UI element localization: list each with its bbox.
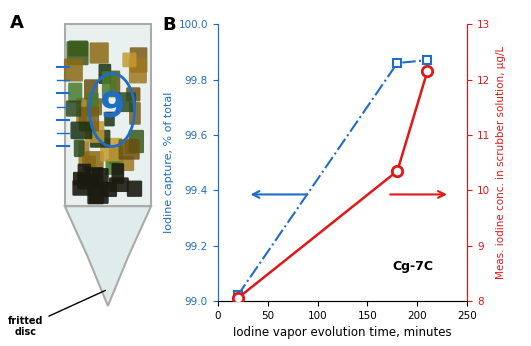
FancyBboxPatch shape <box>100 182 117 197</box>
FancyBboxPatch shape <box>100 138 122 162</box>
FancyBboxPatch shape <box>85 151 104 170</box>
FancyBboxPatch shape <box>87 186 104 204</box>
FancyBboxPatch shape <box>89 182 109 204</box>
FancyBboxPatch shape <box>102 71 117 97</box>
FancyBboxPatch shape <box>90 42 109 64</box>
FancyBboxPatch shape <box>119 156 134 171</box>
Text: 9: 9 <box>99 90 125 124</box>
FancyBboxPatch shape <box>127 181 142 197</box>
FancyBboxPatch shape <box>66 41 89 65</box>
Y-axis label: Iodine capture, % of total: Iodine capture, % of total <box>164 92 174 233</box>
FancyBboxPatch shape <box>122 53 136 67</box>
FancyBboxPatch shape <box>130 47 148 73</box>
FancyBboxPatch shape <box>82 156 96 171</box>
FancyBboxPatch shape <box>125 138 138 154</box>
FancyBboxPatch shape <box>90 130 110 148</box>
FancyBboxPatch shape <box>87 92 99 117</box>
Polygon shape <box>65 206 151 306</box>
Text: A: A <box>10 13 23 31</box>
FancyBboxPatch shape <box>65 24 151 206</box>
FancyBboxPatch shape <box>99 64 111 84</box>
FancyBboxPatch shape <box>109 177 129 192</box>
FancyBboxPatch shape <box>110 71 120 97</box>
FancyBboxPatch shape <box>104 112 115 126</box>
FancyBboxPatch shape <box>74 139 84 157</box>
FancyBboxPatch shape <box>79 107 99 131</box>
FancyBboxPatch shape <box>79 141 89 166</box>
Text: B: B <box>163 16 176 34</box>
FancyBboxPatch shape <box>78 174 98 190</box>
Text: fritted
disc: fritted disc <box>8 290 105 337</box>
FancyBboxPatch shape <box>71 121 92 139</box>
FancyBboxPatch shape <box>84 167 104 186</box>
FancyBboxPatch shape <box>129 102 141 125</box>
FancyBboxPatch shape <box>64 58 83 82</box>
FancyBboxPatch shape <box>73 172 90 185</box>
FancyBboxPatch shape <box>72 180 92 196</box>
FancyBboxPatch shape <box>118 139 140 160</box>
FancyBboxPatch shape <box>116 92 136 112</box>
FancyBboxPatch shape <box>68 40 88 56</box>
FancyBboxPatch shape <box>76 98 87 123</box>
FancyBboxPatch shape <box>106 160 123 175</box>
FancyBboxPatch shape <box>92 168 109 186</box>
Y-axis label: Meas. iodine conc. in scrubber solution, μg/L: Meas. iodine conc. in scrubber solution,… <box>496 46 506 279</box>
FancyBboxPatch shape <box>78 164 91 179</box>
FancyBboxPatch shape <box>112 163 124 184</box>
Text: Cg-7C: Cg-7C <box>392 260 433 273</box>
FancyBboxPatch shape <box>87 98 102 115</box>
FancyBboxPatch shape <box>68 83 82 103</box>
FancyBboxPatch shape <box>66 100 81 117</box>
FancyBboxPatch shape <box>84 79 98 99</box>
FancyBboxPatch shape <box>85 121 105 143</box>
X-axis label: Iodine vapor evolution time, minutes: Iodine vapor evolution time, minutes <box>233 326 452 339</box>
FancyBboxPatch shape <box>109 146 123 164</box>
FancyBboxPatch shape <box>129 58 147 83</box>
FancyBboxPatch shape <box>129 130 144 153</box>
FancyBboxPatch shape <box>126 87 140 101</box>
